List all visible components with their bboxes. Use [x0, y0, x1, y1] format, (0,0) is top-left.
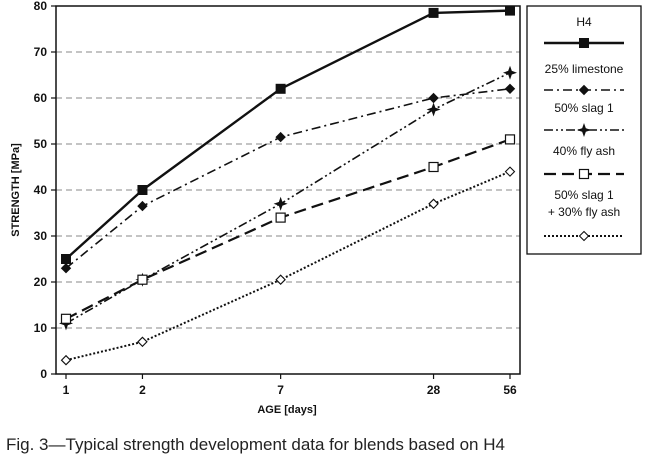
series-line — [65, 88, 511, 269]
open-diamond-marker — [428, 198, 439, 210]
series-1 — [61, 5, 515, 264]
y-tick-label: 50 — [34, 137, 48, 151]
series-5 — [60, 166, 516, 366]
legend-label: + 30% fly ash — [548, 205, 620, 219]
legend-label: 50% slag 1 — [554, 188, 614, 202]
legend-item-1: H4 — [544, 15, 624, 48]
y-axis-ticks: 0 10 20 30 40 50 60 70 80 — [34, 0, 56, 381]
y-axis-title: STRENGTH [MPa] — [10, 143, 22, 237]
x-tick-label: 1 — [63, 383, 70, 397]
star-marker — [273, 196, 288, 211]
x-axis-title: AGE [days] — [257, 404, 317, 416]
legend-label: H4 — [576, 15, 592, 29]
open-square-marker — [504, 134, 516, 145]
square-marker — [579, 38, 589, 48]
y-tick-label: 60 — [34, 91, 48, 105]
open-diamond-marker — [275, 274, 286, 285]
diamond-marker — [137, 200, 148, 212]
open-square-marker — [137, 274, 148, 285]
legend-item-3: 50% slag 1 — [544, 101, 624, 138]
series-line — [65, 138, 511, 320]
y-tick-label: 20 — [34, 275, 48, 289]
y-tick-label: 30 — [34, 229, 48, 243]
y-tick-label: 70 — [34, 45, 48, 59]
x-tick-label: 7 — [277, 383, 284, 397]
legend-label: 25% limestone — [545, 62, 624, 76]
star-marker — [426, 102, 441, 117]
x-tick-label: 28 — [427, 383, 441, 397]
legend-item-5: 50% slag 1 + 30% fly ash — [544, 188, 624, 242]
open-square-marker — [275, 212, 286, 223]
open-square-marker — [578, 168, 590, 180]
diamond-marker — [428, 92, 439, 104]
series-line — [65, 170, 511, 362]
open-square-marker — [60, 313, 72, 324]
y-tick-label: 10 — [34, 321, 48, 335]
open-diamond-marker — [137, 336, 148, 348]
square-marker — [428, 7, 439, 18]
square-marker — [505, 5, 515, 16]
x-axis-ticks: 1 2 7 28 56 — [63, 374, 517, 397]
series-4 — [60, 134, 516, 324]
gridlines — [56, 51, 520, 329]
y-tick-label: 40 — [34, 183, 48, 197]
figure-caption: Fig. 3—Typical strength development data… — [6, 435, 505, 454]
legend-item-4: 40% fly ash — [544, 144, 624, 180]
open-diamond-marker — [504, 166, 516, 177]
y-tick-label: 80 — [34, 0, 48, 13]
open-diamond-marker — [60, 354, 72, 366]
diamond-marker — [60, 262, 72, 274]
strength-chart: 0 10 20 30 40 50 60 70 80 1 2 7 28 56 H4 25% limeston… — [10, 0, 642, 416]
series-2 — [60, 83, 516, 274]
open-diamond-marker — [578, 230, 590, 242]
open-square-marker — [428, 161, 439, 173]
diamond-marker — [275, 131, 286, 143]
square-marker — [137, 185, 148, 195]
diamond-marker — [578, 84, 590, 96]
series-lines — [58, 5, 518, 366]
legend-label: 50% slag 1 — [554, 101, 614, 115]
series-3 — [58, 65, 518, 331]
square-marker — [61, 254, 71, 264]
x-tick-label: 2 — [139, 383, 146, 397]
legend-item-2: 25% limestone — [544, 62, 624, 96]
star-marker — [502, 65, 518, 80]
square-marker — [275, 83, 286, 94]
star-marker — [576, 122, 592, 138]
diamond-marker — [504, 83, 516, 95]
x-tick-label: 56 — [503, 383, 517, 397]
legend: H4 25% limestone 50% slag 1 40% fly ash 50% … — [526, 5, 642, 255]
y-tick-label: 0 — [40, 367, 47, 381]
legend-label: 40% fly ash — [553, 144, 615, 158]
